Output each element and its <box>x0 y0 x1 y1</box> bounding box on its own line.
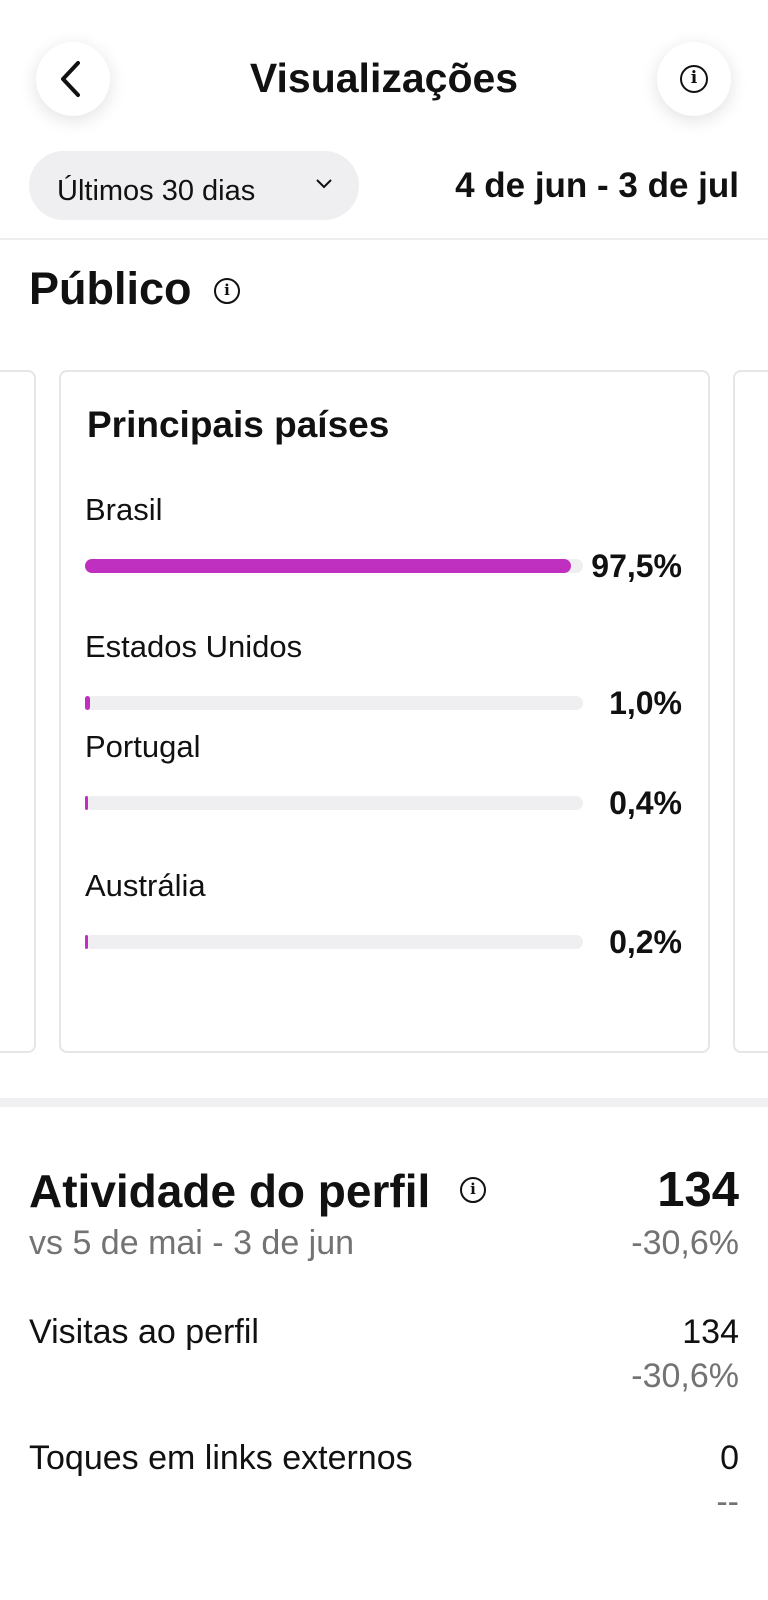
section-divider <box>0 1098 768 1107</box>
bar <box>85 935 88 949</box>
country-name: Brasil <box>85 492 163 527</box>
card-partial <box>0 370 36 1053</box>
country-name: Austrália <box>85 868 206 903</box>
date-range: 4 de jun - 3 de jul <box>455 166 739 205</box>
country-name: Portugal <box>85 729 201 764</box>
value-label: 97,5% <box>591 548 682 584</box>
bar-track <box>85 796 583 810</box>
value-label: 1,0% <box>609 685 682 721</box>
countries-card: Principais países Brasil 97,5% Estados Uni… <box>59 370 710 1053</box>
row-value: 0 <box>720 1439 739 1477</box>
section-title: Público <box>29 263 192 314</box>
row-value: 134 <box>682 1313 739 1351</box>
country-name: Estados Unidos <box>85 629 303 664</box>
bar-track <box>85 935 583 949</box>
back-icon <box>61 61 80 97</box>
info-icon: i <box>460 1177 486 1203</box>
card-title: Principais países <box>87 404 390 445</box>
info-button[interactable]: i <box>657 42 731 116</box>
total-change: -30,6% <box>631 1224 739 1262</box>
card-partial <box>733 370 768 1053</box>
activity-title: Atividade do perfil <box>29 1165 431 1217</box>
chevron <box>316 179 332 189</box>
value-label: 0,4% <box>609 785 682 821</box>
divider <box>0 238 768 240</box>
info-icon: i <box>680 65 708 93</box>
value-label: 0,2% <box>609 924 682 960</box>
bar <box>85 696 90 710</box>
activity-total: 134 <box>657 1163 739 1217</box>
filter-text: Últimos 30 dias <box>57 175 256 207</box>
bar <box>85 796 88 810</box>
row-change: -- <box>716 1483 739 1521</box>
filter-pill[interactable]: Últimos 30 dias <box>29 151 359 220</box>
bar-track <box>85 696 583 710</box>
row-change: -30,6% <box>631 1357 739 1395</box>
row-label: Visitas ao perfil <box>29 1313 259 1351</box>
row-label: Toques em links externos <box>29 1439 413 1477</box>
back-button[interactable] <box>36 42 110 116</box>
bar <box>85 559 571 573</box>
comparison: vs 5 de mai - 3 de jun <box>29 1224 355 1262</box>
page-title: Visualizações <box>249 55 519 101</box>
info-icon: i <box>214 278 240 304</box>
